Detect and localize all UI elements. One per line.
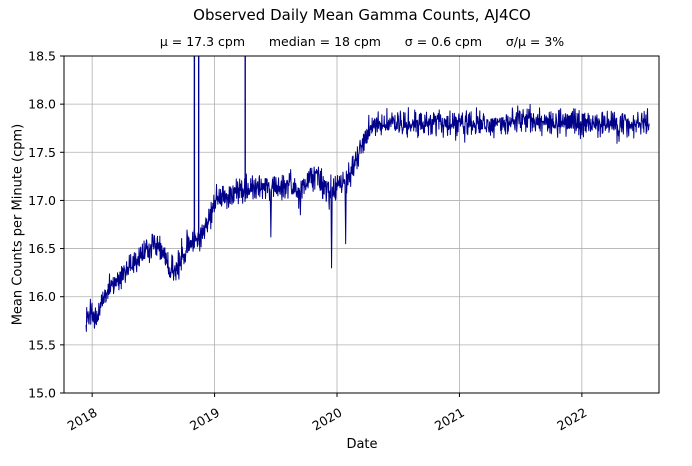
svg-text:2021: 2021 (432, 405, 467, 434)
svg-text:16.5: 16.5 (28, 241, 56, 256)
y-axis-label: Mean Counts per Minute (cpm) (10, 123, 26, 326)
chart-stats-line: μ = 17.3 cpm median = 18 cpm σ = 0.6 cpm… (159, 34, 565, 49)
chart-title: Observed Daily Mean Gamma Counts, AJ4CO (193, 6, 531, 24)
svg-text:18.0: 18.0 (28, 97, 56, 112)
x-axis-label: Date (346, 437, 378, 452)
svg-text:18.5: 18.5 (28, 49, 56, 64)
svg-text:2020: 2020 (309, 405, 344, 434)
svg-text:16.0: 16.0 (28, 289, 56, 304)
svg-text:15.0: 15.0 (28, 386, 56, 401)
svg-text:17.5: 17.5 (28, 145, 56, 160)
svg-text:2019: 2019 (187, 405, 222, 434)
svg-text:2022: 2022 (554, 405, 589, 434)
svg-text:15.5: 15.5 (28, 337, 56, 352)
svg-text:2018: 2018 (65, 405, 100, 434)
svg-text:17.0: 17.0 (28, 193, 56, 208)
